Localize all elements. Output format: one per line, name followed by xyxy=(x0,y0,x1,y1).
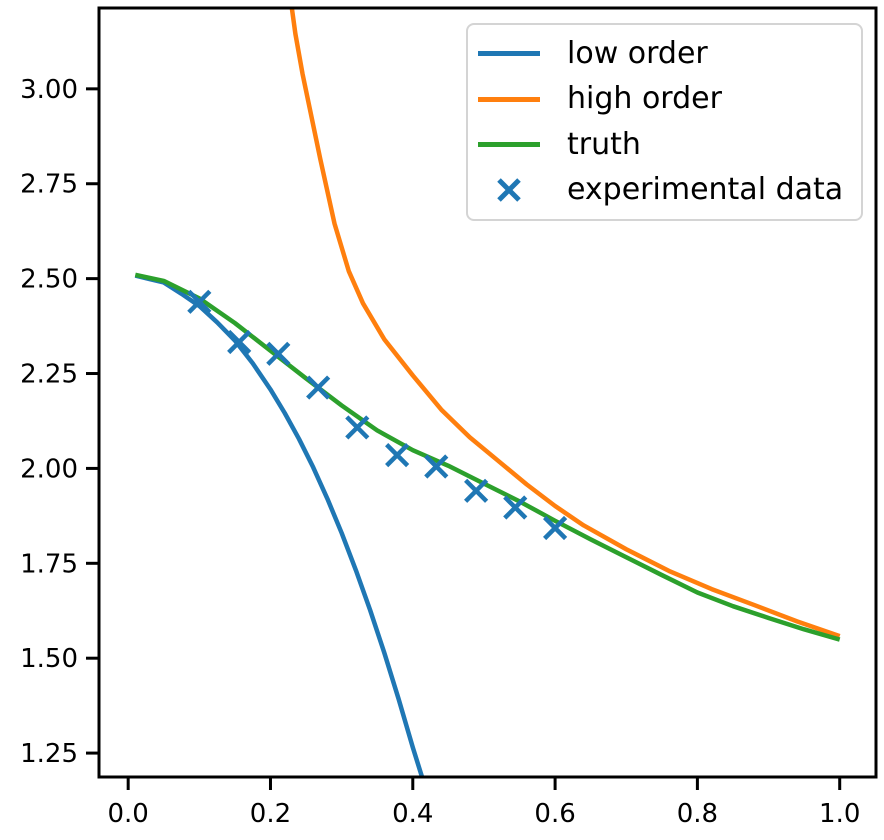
y-tick-label: 2.75 xyxy=(20,170,78,200)
legend-line-sample-low-order xyxy=(478,51,540,57)
legend-line-sample-truth xyxy=(478,142,540,148)
legend-label-low-order: low order xyxy=(567,35,708,71)
x-tick-label: 0.6 xyxy=(534,799,575,829)
x-tick-label: 0.8 xyxy=(677,799,718,829)
y-tick-label: 2.00 xyxy=(20,454,78,484)
legend-item-truth: truth xyxy=(478,122,843,168)
axes-spines xyxy=(97,6,878,779)
x-marker-icon xyxy=(478,175,540,205)
x-tick-label: 0.0 xyxy=(107,799,148,829)
y-tick-label: 3.00 xyxy=(20,75,78,105)
y-tick-label: 1.25 xyxy=(20,739,78,769)
y-tick-label: 2.50 xyxy=(20,265,78,295)
legend-item-low-order: low order xyxy=(478,31,843,77)
legend: low order high order truth experimental … xyxy=(466,23,864,221)
legend-item-high-order: high order xyxy=(478,77,843,123)
legend-label-truth: truth xyxy=(567,126,641,162)
series-low-order xyxy=(134,273,425,777)
y-tick-label: 1.75 xyxy=(20,549,78,579)
series-truth xyxy=(134,272,841,642)
series-high-order xyxy=(289,8,841,639)
x-tick-label: 0.2 xyxy=(250,799,291,829)
x-tick-label: 0.4 xyxy=(392,799,433,829)
y-tick-label: 1.50 xyxy=(20,644,78,674)
y-tick-label: 2.25 xyxy=(20,360,78,390)
scatter-experimental-data xyxy=(187,289,568,541)
legend-label-high-order: high order xyxy=(567,81,722,117)
legend-line-sample-high-order xyxy=(478,96,540,102)
legend-item-experimental-data: experimental data xyxy=(478,168,843,214)
x-tick-label: 1.0 xyxy=(819,799,860,829)
legend-label-experimental-data: experimental data xyxy=(567,172,844,208)
